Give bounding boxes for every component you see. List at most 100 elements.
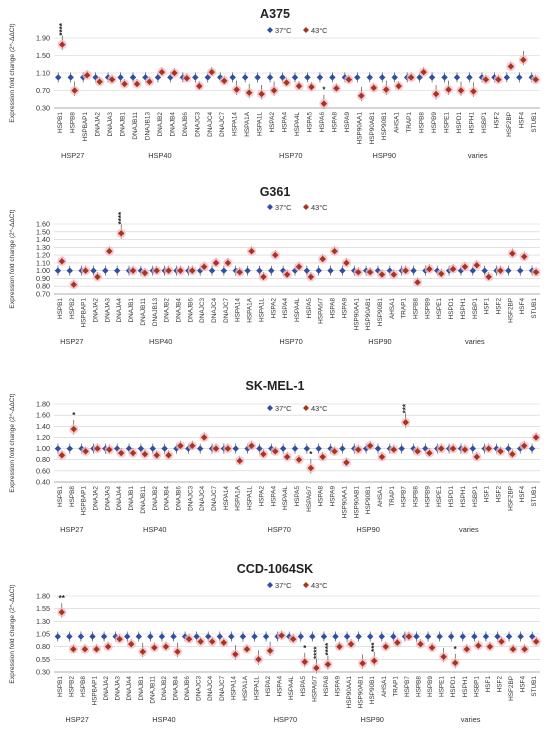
point-37: [315, 445, 322, 452]
point-43: [212, 445, 220, 452]
x-tick-label: HSPD1: [450, 676, 457, 698]
point-43: [59, 41, 66, 48]
x-tick-label: HSPB8: [80, 676, 87, 697]
point-37: [503, 74, 511, 81]
point-37: [517, 633, 524, 640]
point-43: [290, 635, 297, 643]
group-label: HSP90: [361, 715, 384, 724]
point-37: [124, 633, 131, 640]
x-tick-label: HSPA6/7: [318, 298, 325, 324]
point-43: [189, 442, 196, 449]
significance-stars: *: [72, 411, 76, 420]
x-tick-label: HSPA4: [277, 676, 284, 697]
point-43: [260, 450, 267, 458]
x-tick-label: DNAJC4: [199, 486, 206, 511]
point-37: [102, 267, 109, 274]
point-43: [509, 646, 517, 653]
point-37: [391, 74, 398, 81]
point-43: [133, 80, 141, 88]
x-tick-label: HSPA9: [341, 298, 348, 319]
y-tick-label: 1.20: [36, 433, 50, 442]
point-37: [135, 633, 142, 640]
significance-mark: *: [72, 411, 76, 420]
legend-marker-37: [267, 204, 273, 210]
point-43: [165, 452, 172, 459]
point-43: [224, 445, 232, 452]
point-43: [93, 646, 100, 653]
y-tick-label: 0.40: [36, 478, 50, 487]
point-37: [55, 74, 62, 81]
chart-panel-2: SK-MEL-1 Expression fold change (2^-ΔΔCt)…: [9, 379, 541, 534]
point-37: [355, 633, 362, 640]
chart-panel-3: CCD-1064SK Expression fold change (2^-ΔΔC…: [9, 562, 541, 724]
point-37: [244, 267, 251, 274]
x-tick-label: HSPD1: [448, 486, 455, 508]
point-43: [336, 643, 343, 650]
point-43: [189, 267, 196, 274]
x-tick-label: HSPA1A: [244, 111, 251, 136]
point-43: [81, 646, 89, 653]
point-43: [220, 639, 227, 646]
y-axis-label: Expression fold change (2^-ΔΔCt): [9, 393, 16, 492]
x-tick-label: HSF2BP: [507, 486, 514, 511]
x-tick-label: DNAJC3: [199, 298, 206, 323]
legend-marker-37: [267, 405, 273, 411]
point-37: [208, 267, 216, 274]
point-43: [486, 643, 494, 650]
x-tick-label: HSBP1: [472, 298, 479, 319]
point-43: [258, 90, 265, 98]
x-tick-label: HSPA2: [258, 486, 265, 507]
point-43: [151, 644, 158, 651]
significance-stars: *: [309, 450, 313, 459]
group-label: HSP40: [152, 715, 175, 724]
point-43: [209, 638, 216, 645]
point-43: [70, 646, 77, 653]
x-tick-label: HSP90AA1: [356, 112, 363, 145]
point-43: [177, 442, 184, 449]
x-tick-label: HSPB8: [413, 486, 420, 507]
point-43: [232, 651, 239, 658]
legend-label-43: 43°C: [311, 404, 328, 413]
point-37: [229, 74, 236, 81]
point-43: [498, 638, 505, 645]
x-tick-label: HSP90AA1: [346, 676, 353, 709]
point-43: [129, 267, 137, 274]
x-tick-label: HSPA5: [306, 112, 313, 133]
point-43: [473, 453, 481, 461]
significance-mark: ***: [370, 642, 379, 652]
group-label: HSP40: [148, 151, 171, 160]
point-43: [272, 251, 279, 259]
point-43: [452, 659, 459, 667]
chart-panel-1: G361 Expression fold change (2^-ΔΔCt) 1.60…: [9, 185, 541, 346]
point-43: [96, 78, 103, 85]
chart-title: SK-MEL-1: [245, 379, 304, 393]
point-43: [497, 448, 504, 455]
x-tick-label: HSPA9: [344, 112, 351, 133]
significance-mark: ***: [402, 403, 411, 413]
point-43: [255, 656, 262, 663]
x-tick-label: HSPB8: [69, 486, 76, 507]
x-tick-label: HSPA5: [300, 676, 307, 697]
x-tick-label: AHSA1: [389, 298, 396, 319]
x-tick-label: DNAJB1: [138, 676, 145, 701]
x-tick-label: STUB1: [531, 486, 538, 507]
group-label: HSP90: [368, 337, 391, 346]
point-43: [117, 230, 125, 237]
point-43: [382, 643, 389, 650]
point-43: [417, 640, 424, 648]
point-37: [268, 267, 275, 274]
point-43: [260, 273, 267, 281]
point-43: [301, 658, 308, 666]
x-tick-label: HSF2: [493, 112, 500, 129]
x-tick-label: DNAJB6: [187, 298, 194, 323]
point-37: [262, 633, 270, 640]
x-tick-label: HSPB8: [70, 112, 77, 133]
x-tick-label: TRAP1: [392, 676, 399, 697]
x-tick-label: HSF4: [519, 486, 526, 503]
point-37: [241, 74, 249, 81]
x-tick-label: HSP90B1: [377, 298, 384, 327]
point-43: [420, 68, 427, 76]
x-tick-label: HSPA14: [232, 112, 239, 136]
group-label: HSP90: [356, 525, 379, 534]
point-43: [196, 82, 203, 90]
